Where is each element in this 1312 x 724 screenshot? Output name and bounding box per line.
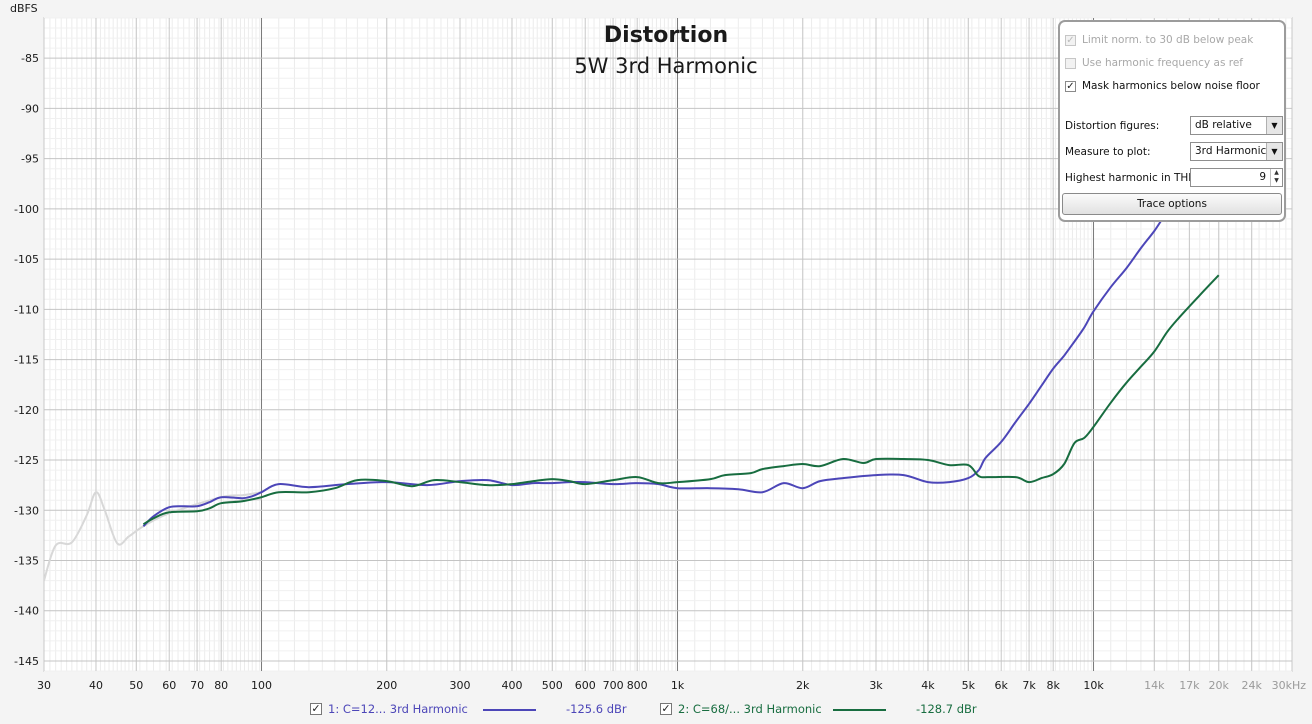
legend-item-1[interactable]: ✓ 1: C=12... 3rd Harmonic	[310, 702, 468, 716]
x-tick-label: 300	[450, 679, 471, 692]
mask-harmonics-checkbox[interactable]: ✓	[1065, 80, 1076, 92]
distortion-options-panel: ✓ Limit norm. to 30 dB below peak Use ha…	[1058, 20, 1286, 222]
mask-harmonics-option[interactable]: ✓ Mask harmonics below noise floor	[1065, 80, 1260, 92]
x-tick-label: 200	[376, 679, 397, 692]
x-tick-label: 7k	[1022, 679, 1036, 692]
x-tick-label: 10k	[1083, 679, 1104, 692]
legend-swatch-2	[833, 709, 886, 711]
use-harmonic-freq-option[interactable]: Use harmonic frequency as ref	[1065, 57, 1243, 69]
legend-label-1: 1: C=12... 3rd Harmonic	[328, 702, 468, 716]
x-tick-label: 30kHz	[1272, 679, 1307, 692]
legend-checkbox-2[interactable]: ✓	[660, 702, 672, 715]
distortion-figures-select[interactable]: dB relative ▼	[1190, 116, 1283, 135]
x-tick-label: 14k	[1144, 679, 1165, 692]
y-tick-label: -140	[14, 605, 39, 618]
spinner-arrows-icon[interactable]: ▲ ▼	[1270, 169, 1282, 186]
axes: -85 -90 -95 -100 -105 -110 -115 -120 -125 -130 -13…	[14, 52, 1306, 692]
legend-checkbox-1[interactable]: ✓	[310, 702, 322, 715]
series-2-line[interactable]	[142, 274, 1220, 526]
x-tick-label: 100	[251, 679, 272, 692]
y-tick-label: -125	[14, 454, 39, 467]
x-tick-label: 20k	[1209, 679, 1230, 692]
x-tick-label: 40	[89, 679, 103, 692]
x-tick-label: 2k	[796, 679, 810, 692]
y-tick-label: -100	[14, 203, 39, 216]
y-axis-label: dBFS	[10, 2, 38, 15]
x-tick-label: 17k	[1179, 679, 1200, 692]
limit-norm-label: Limit norm. to 30 dB below peak	[1082, 34, 1254, 46]
chart-subtitle: 5W 3rd Harmonic	[574, 54, 757, 78]
chevron-down-icon[interactable]: ▼	[1266, 143, 1282, 160]
series-traces	[142, 125, 1253, 528]
chevron-down-icon[interactable]: ▼	[1266, 117, 1282, 134]
use-harmonic-freq-checkbox[interactable]	[1065, 57, 1076, 69]
measure-to-plot-value: 3rd Harmonic	[1195, 145, 1267, 157]
legend-swatch-1	[483, 709, 536, 711]
x-tick-label: 5k	[962, 679, 976, 692]
x-tick-label: 400	[501, 679, 522, 692]
x-tick-label: 3k	[869, 679, 883, 692]
x-tick-label: 800	[627, 679, 648, 692]
distortion-figures-value: dB relative	[1195, 119, 1252, 131]
chart-title: Distortion	[604, 23, 728, 48]
limit-norm-checkbox[interactable]: ✓	[1065, 34, 1076, 46]
limit-norm-option[interactable]: ✓ Limit norm. to 30 dB below peak	[1065, 34, 1253, 46]
y-tick-label: -130	[14, 504, 39, 517]
x-tick-label: 6k	[995, 679, 1009, 692]
y-tick-label: -135	[14, 554, 39, 567]
measure-to-plot-select[interactable]: 3rd Harmonic ▼	[1190, 142, 1283, 161]
x-tick-label: 70	[190, 679, 204, 692]
x-tick-label: 500	[542, 679, 563, 692]
x-tick-label: 1k	[671, 679, 685, 692]
y-tick-label: -85	[21, 52, 39, 65]
mask-harmonics-label: Mask harmonics below noise floor	[1082, 80, 1260, 92]
y-tick-label: -90	[21, 102, 39, 115]
y-tick-label: -145	[14, 655, 39, 668]
highest-harmonic-spinner[interactable]: 9 ▲ ▼	[1190, 168, 1283, 187]
y-tick-label: -110	[14, 303, 39, 316]
x-tick-label: 24k	[1241, 679, 1262, 692]
x-tick-label: 60	[162, 679, 176, 692]
series-1-line[interactable]	[142, 125, 1253, 528]
x-tick-label: 30	[37, 679, 51, 692]
x-tick-label: 600	[575, 679, 596, 692]
y-tick-label: -105	[14, 253, 39, 266]
legend-label-2: 2: C=68/... 3rd Harmonic	[678, 702, 822, 716]
y-tick-label: -95	[21, 153, 39, 166]
use-harmonic-freq-label: Use harmonic frequency as ref	[1082, 57, 1243, 69]
measure-to-plot-label: Measure to plot:	[1065, 146, 1151, 158]
legend-value-2: -128.7 dBr	[916, 702, 977, 716]
x-tick-label: 700	[603, 679, 624, 692]
highest-harmonic-value: 9	[1259, 171, 1266, 183]
distortion-figures-label: Distortion figures:	[1065, 120, 1160, 132]
x-tick-label: 80	[214, 679, 228, 692]
y-tick-label: -120	[14, 404, 39, 417]
x-tick-label: 4k	[921, 679, 935, 692]
highest-harmonic-label: Highest harmonic in THD:	[1065, 172, 1200, 184]
legend-item-2[interactable]: ✓ 2: C=68/... 3rd Harmonic	[660, 702, 822, 716]
x-tick-label: 8k	[1047, 679, 1061, 692]
y-tick-label: -115	[14, 354, 39, 367]
legend-value-1: -125.6 dBr	[566, 702, 627, 716]
x-tick-label: 50	[129, 679, 143, 692]
trace-options-button[interactable]: Trace options	[1062, 193, 1282, 215]
